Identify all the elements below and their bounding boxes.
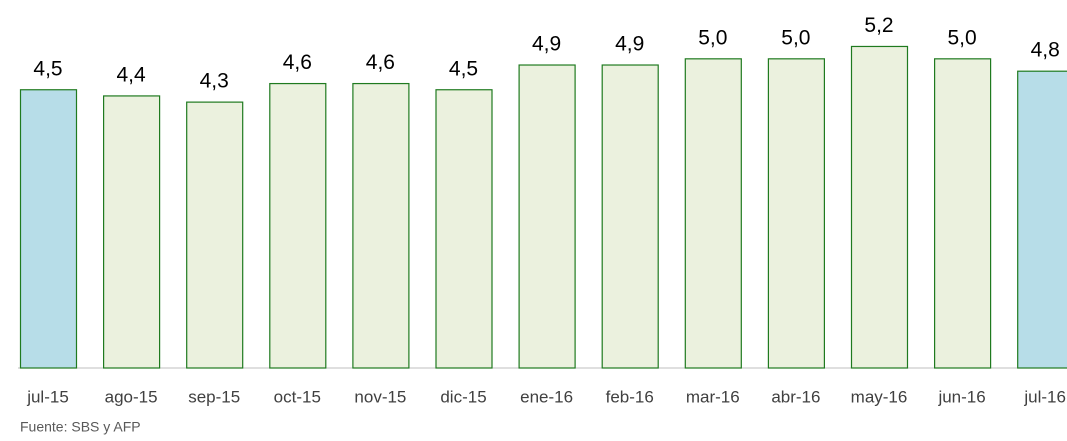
x-tick-label: jun-16 xyxy=(937,387,985,406)
value-label: 4,6 xyxy=(366,51,395,74)
value-label: 4,3 xyxy=(200,70,229,93)
value-label: 4,6 xyxy=(283,51,312,74)
value-label: 4,5 xyxy=(33,57,62,80)
bar xyxy=(186,101,244,369)
x-tick-label: ene-16 xyxy=(520,387,573,406)
bar xyxy=(850,45,909,369)
value-label: 5,2 xyxy=(864,14,893,37)
bar xyxy=(19,89,78,369)
source-note: Fuente: SBS y AFP xyxy=(20,419,141,435)
x-tick-label: abr-16 xyxy=(771,387,820,406)
value-label: 4,8 xyxy=(1031,39,1060,62)
value-label: 4,5 xyxy=(449,57,478,80)
bar xyxy=(601,64,659,369)
bar xyxy=(933,58,992,369)
bar xyxy=(684,58,742,369)
x-tick-label: mar-16 xyxy=(686,387,740,406)
x-tick-label: jul-16 xyxy=(1023,387,1066,406)
value-label: 5,0 xyxy=(698,26,727,49)
bar xyxy=(102,95,161,369)
bar xyxy=(435,89,493,369)
bar xyxy=(1017,70,1067,369)
x-tick-label: may-16 xyxy=(851,387,908,406)
bar xyxy=(518,64,576,369)
x-tick-label: ago-15 xyxy=(105,387,158,406)
bar xyxy=(767,58,826,369)
bar xyxy=(352,82,410,369)
x-tick-label: oct-15 xyxy=(274,387,321,406)
value-label: 5,0 xyxy=(947,26,976,49)
value-label: 5,0 xyxy=(781,26,810,49)
value-label: 4,9 xyxy=(532,33,561,56)
x-tick-label: feb-16 xyxy=(606,387,654,406)
x-tick-label: jul-15 xyxy=(26,387,69,406)
bar xyxy=(269,82,327,369)
x-tick-label: nov-15 xyxy=(354,387,406,406)
x-tick-label: sep-15 xyxy=(188,387,240,406)
value-label: 4,4 xyxy=(116,63,146,86)
value-label: 4,9 xyxy=(615,33,644,56)
x-tick-label: dic-15 xyxy=(440,387,486,406)
